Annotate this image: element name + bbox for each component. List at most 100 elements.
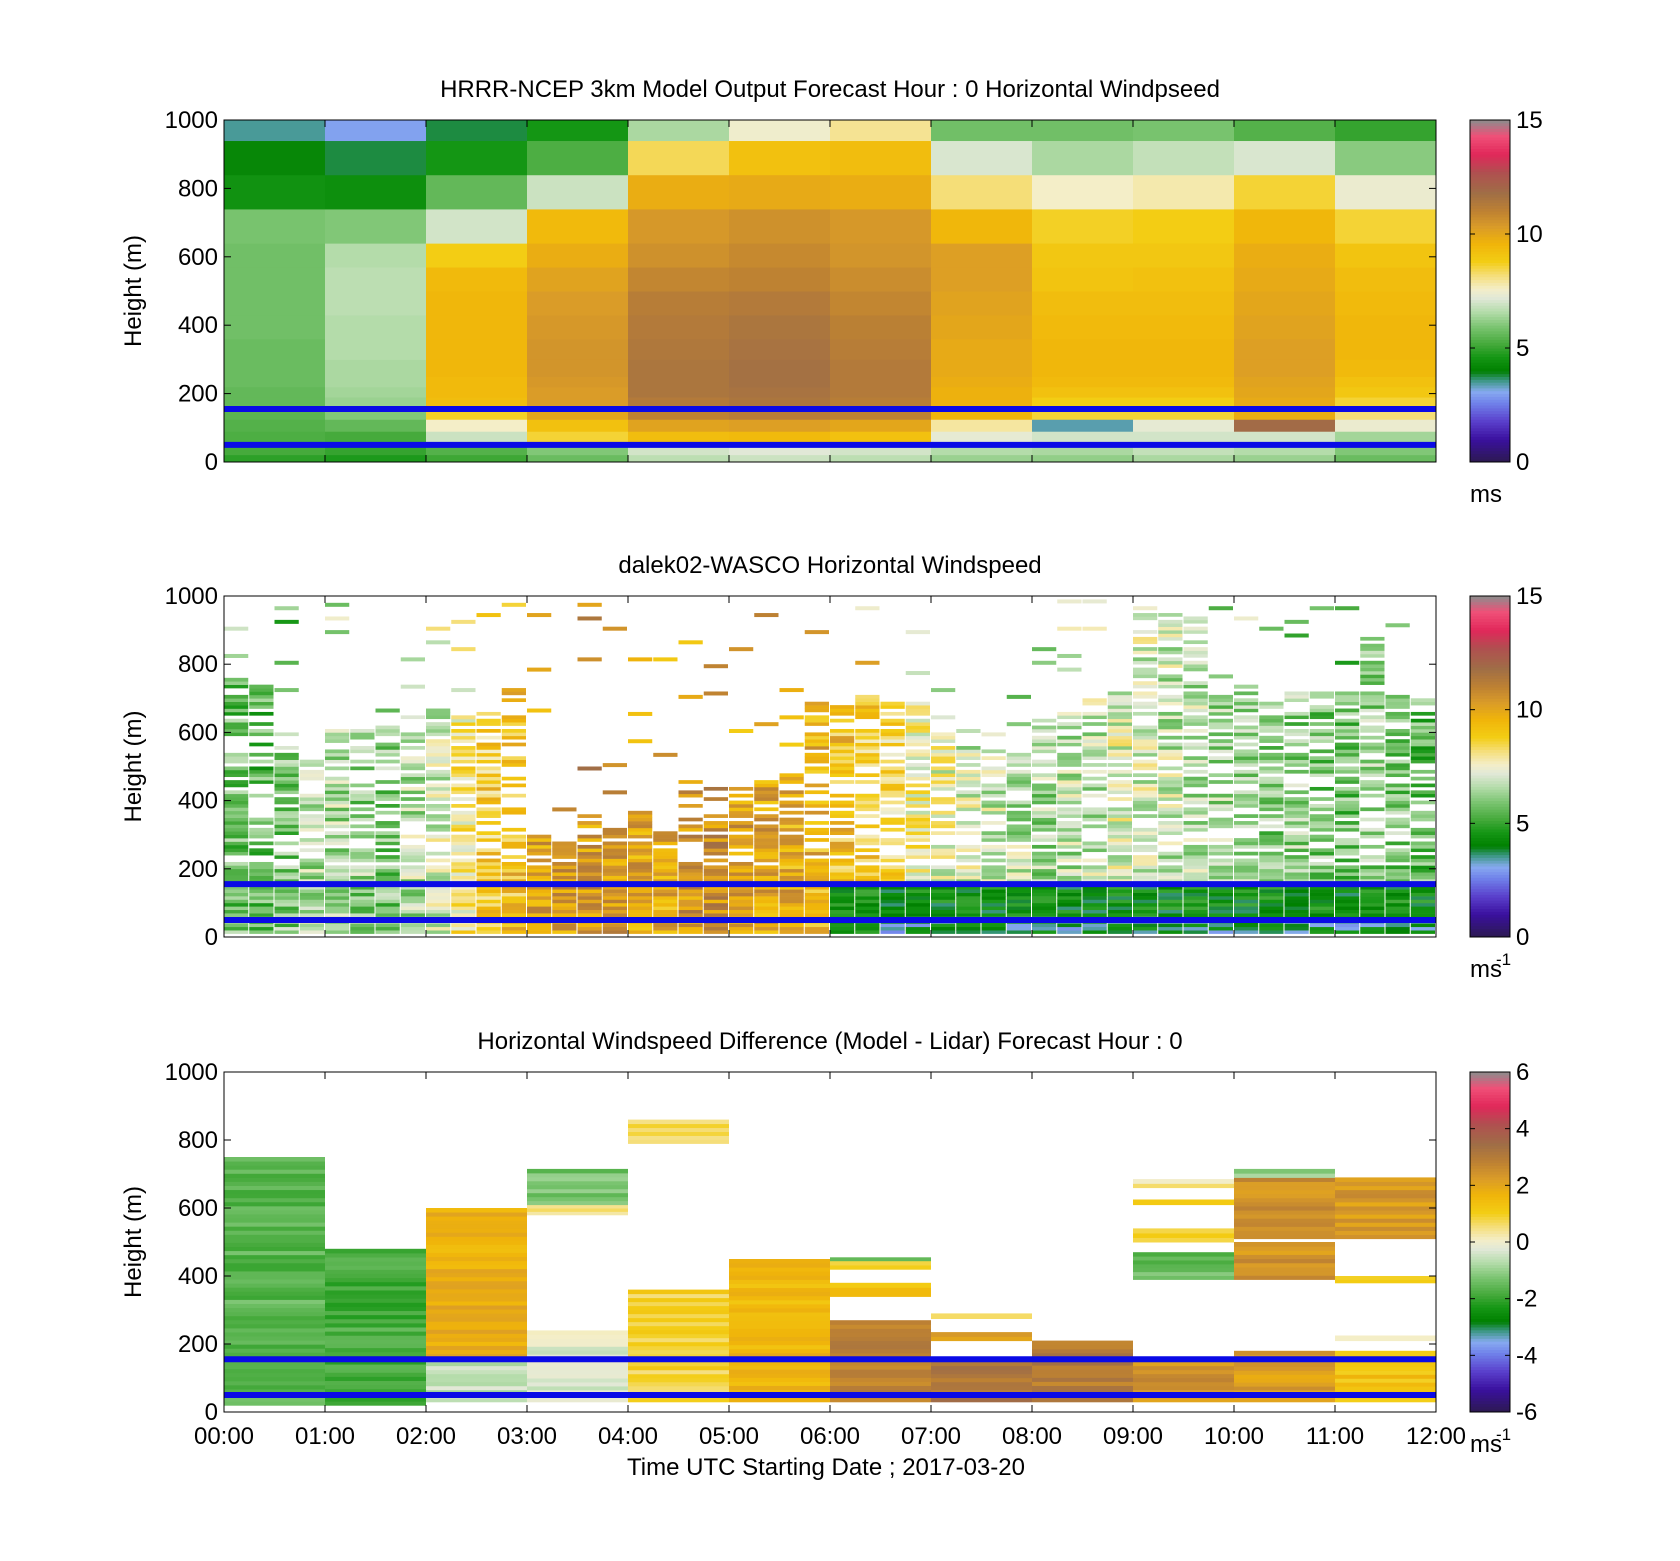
heatmap-cell [1057, 902, 1082, 907]
heatmap-cell [1234, 455, 1336, 462]
heatmap-cell [1335, 338, 1437, 360]
heatmap-cell [451, 861, 476, 866]
heatmap-cell [1107, 848, 1132, 853]
colorbar-unit: ms [1470, 956, 1502, 983]
heatmap-cell [1158, 831, 1183, 835]
colorbar-swatch [1470, 1174, 1510, 1178]
heatmap-cell [1133, 1183, 1234, 1189]
heatmap-cell [1335, 930, 1360, 934]
heatmap-cell [855, 804, 880, 808]
heatmap-cell [325, 756, 350, 760]
colorbar-swatch [1470, 1131, 1510, 1135]
heatmap-cell [274, 810, 299, 815]
heatmap-cell [754, 613, 779, 618]
heatmap-cell [1284, 804, 1309, 808]
heatmap-cell [1208, 746, 1233, 750]
heatmap-cell [1032, 889, 1057, 893]
heatmap-cell [527, 858, 552, 863]
heatmap-cell [1208, 780, 1233, 784]
heatmap-cell [779, 790, 804, 795]
heatmap-cell [426, 834, 451, 839]
heatmap-cell [1057, 926, 1082, 931]
heatmap-cell [1410, 909, 1435, 914]
x-tick-label: 06:00 [800, 1423, 860, 1450]
heatmap-cell [1385, 742, 1410, 747]
heatmap-cell [501, 698, 526, 703]
heatmap-cell [1208, 773, 1233, 778]
colorbar-swatch [1470, 854, 1510, 858]
heatmap-cell [426, 715, 451, 720]
heatmap-cell [1360, 718, 1385, 723]
heatmap-cell [1183, 865, 1208, 870]
heatmap-cell [1158, 930, 1183, 934]
heatmap-cell [1082, 701, 1107, 706]
heatmap-cell [426, 386, 528, 398]
heatmap-cell [1360, 773, 1385, 778]
heatmap-cell [1032, 759, 1057, 764]
heatmap-cell [1335, 701, 1360, 706]
heatmap-cell [1133, 671, 1158, 675]
colorbar-swatch [1470, 635, 1510, 640]
heatmap-cell [1234, 1378, 1335, 1383]
colorbar-swatch [1470, 740, 1510, 745]
heatmap-cell [249, 701, 274, 706]
colorbar-frame [1469, 119, 1511, 463]
heatmap-cell [476, 722, 501, 726]
heatmap-cell [501, 926, 526, 931]
heatmap-cell [1259, 797, 1284, 801]
heatmap-cell [527, 913, 552, 917]
heatmap-cell [299, 800, 324, 805]
heatmap-cell [1335, 376, 1437, 388]
heatmap-cell [981, 834, 1006, 839]
heatmap-cell [476, 885, 501, 890]
colorbar-swatch [1470, 319, 1510, 323]
heatmap-cell [981, 899, 1006, 904]
heatmap-cell [1234, 1366, 1335, 1371]
colorbar-swatch [1470, 1134, 1510, 1138]
heatmap-cell [400, 879, 425, 883]
heatmap-cell [931, 909, 956, 914]
colorbar-swatch [1470, 746, 1510, 750]
heatmap-cell [1133, 930, 1158, 934]
heatmap-cell [527, 865, 552, 870]
heatmap-cell [350, 865, 375, 870]
heatmap-cell [375, 930, 400, 934]
heatmap-cell [1158, 814, 1183, 818]
heatmap-cell [830, 1282, 931, 1288]
heatmap-cell [931, 814, 956, 818]
colorbar-swatch [1470, 214, 1510, 218]
colorbar-swatch [1470, 188, 1510, 192]
heatmap-cell [1107, 896, 1132, 900]
heatmap-cell [249, 711, 274, 716]
colorbar-swatch [1470, 1171, 1510, 1175]
heatmap-cell [451, 783, 476, 788]
heatmap-cell [1335, 691, 1360, 696]
colorbar-swatch [1470, 934, 1510, 938]
heatmap-cell [224, 708, 249, 713]
heatmap-cell [1360, 766, 1385, 771]
heatmap-cell [628, 913, 653, 917]
heatmap-cell [325, 1257, 426, 1262]
heatmap-cell [1107, 885, 1132, 890]
heatmap-cell [476, 865, 501, 870]
heatmap-cell [703, 814, 728, 818]
heatmap-cell [1335, 1218, 1436, 1223]
heatmap-cell [426, 1325, 527, 1330]
colorbar-swatch [1470, 1400, 1510, 1404]
heatmap-cell [325, 419, 427, 432]
heatmap-cell [678, 861, 703, 866]
heatmap-cell [1208, 821, 1233, 825]
heatmap-cell [1410, 722, 1435, 726]
heatmap-cell [830, 821, 855, 825]
heatmap-cell [1284, 923, 1309, 928]
heatmap-cell [1032, 834, 1057, 839]
heatmap-cell [527, 174, 629, 210]
colorbar-swatch [1470, 1083, 1510, 1087]
heatmap-cell [1360, 807, 1385, 812]
heatmap-cell [1410, 902, 1435, 907]
heatmap-cell [1410, 923, 1435, 928]
heatmap-cell [224, 698, 249, 703]
heatmap-cell [400, 889, 425, 893]
heatmap-cell [1234, 759, 1259, 764]
heatmap-cell [325, 359, 427, 377]
